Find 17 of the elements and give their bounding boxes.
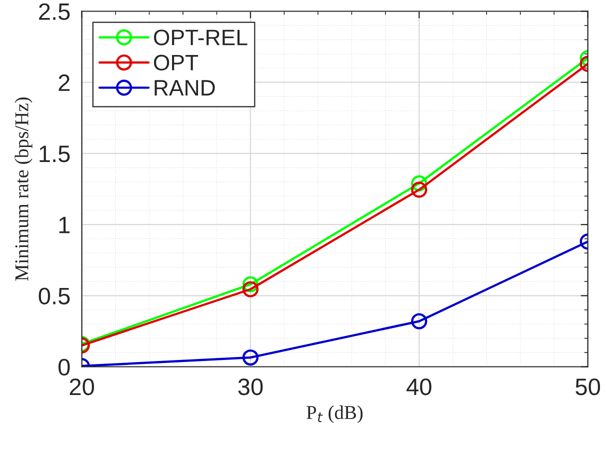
x-tick-label: 40 [406, 378, 432, 396]
x-axis-title: P$_{t}$ (dB) [306, 405, 363, 424]
y-tick-label: 0.5 [38, 288, 70, 304]
point [411, 313, 428, 330]
y-tick-label: 2 [58, 74, 70, 91]
y-axis-title: Minimum rate (bps/Hz) [14, 98, 32, 281]
legend-label: OPT [154, 54, 198, 71]
y-tick-label: 2.5 [39, 3, 70, 20]
legend-label: RAND [154, 80, 215, 96]
y-tick-label: 1 [59, 216, 70, 234]
x-tick-label: 50 [576, 378, 600, 396]
x-tick-label: 20 [70, 378, 94, 396]
x-tick-label: 30 [238, 378, 263, 396]
point [242, 349, 259, 366]
y-tick-label: 1.5 [40, 146, 70, 162]
y-tick-label: 0 [58, 358, 70, 376]
legend-label: OPT-REL [154, 30, 248, 46]
